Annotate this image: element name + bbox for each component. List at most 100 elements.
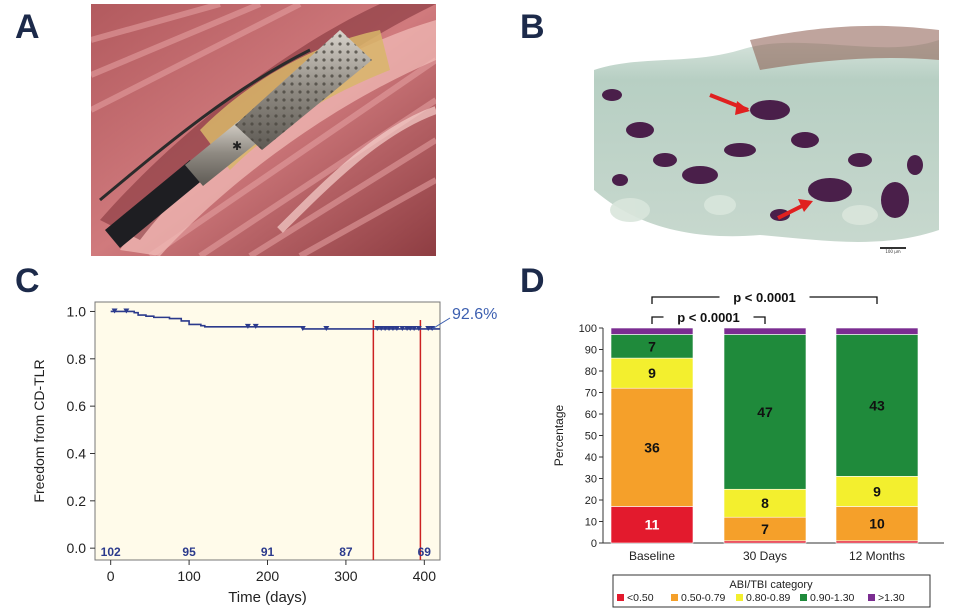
scale-bar-label: 100 µm <box>885 249 900 254</box>
bar-segment <box>610 506 694 544</box>
bar-y-tick-label: 70 <box>585 388 597 400</box>
bar-y-tick-label: 60 <box>585 409 597 421</box>
legend-swatch <box>736 594 743 601</box>
km-x-tick-label: 300 <box>334 568 358 584</box>
bar-category-label: 30 Days <box>743 549 787 563</box>
km-censor-mark <box>111 308 118 314</box>
bar-y-tick-label: 80 <box>585 366 597 378</box>
bar-data-label: 43 <box>869 397 885 413</box>
comparison-bracket <box>753 316 766 324</box>
bar-y-tick-label: 30 <box>585 474 597 486</box>
panel-a-photo: ✱ <box>91 4 436 256</box>
comparison-p-value: p < 0.0001 <box>733 290 796 305</box>
comparison-p-value: p < 0.0001 <box>677 310 740 325</box>
bar-segment <box>723 327 807 335</box>
legend-swatch <box>617 594 624 601</box>
km-y-tick-label: 0.8 <box>67 351 87 367</box>
km-censor-mark <box>393 325 400 331</box>
km-censor-mark <box>407 325 414 331</box>
legend-swatch <box>800 594 807 601</box>
legend-item-label: 0.80-0.89 <box>746 592 791 604</box>
bar-category-label: Baseline <box>629 549 675 563</box>
bar-data-label: 10 <box>869 516 885 532</box>
comparison-bracket <box>651 296 720 304</box>
bar-segment <box>610 357 694 389</box>
km-censor-mark <box>425 325 432 331</box>
bar-y-tick-label: 40 <box>585 452 597 464</box>
arrow-pointer <box>709 93 813 220</box>
km-at-risk-count: 102 <box>101 545 121 559</box>
km-censor-mark <box>374 325 381 331</box>
bar-y-axis-label: Percentage <box>552 404 566 466</box>
bar-segment <box>723 540 807 544</box>
bar-data-label: 8 <box>761 495 769 511</box>
km-x-tick-label: 400 <box>413 568 437 584</box>
bar-segment <box>610 327 694 335</box>
bar-y-tick-label: 0 <box>591 538 597 550</box>
legend-item-label: <0.50 <box>627 592 654 604</box>
km-censor-mark <box>415 325 422 331</box>
panel-b-histology: 100 µm <box>594 4 939 256</box>
bar-data-label: 7 <box>761 521 769 537</box>
km-censor-mark <box>382 325 389 331</box>
bar-category-label: 12 Months <box>849 549 905 563</box>
bar-segment <box>835 506 919 542</box>
abi-stacked-bar-chart: 0 10 20 30 40 50 60 70 80 90 100 Baseline 30 Days 12 … <box>552 290 944 608</box>
km-y-tick-label: 0.6 <box>67 398 87 414</box>
km-censor-mark <box>386 325 393 331</box>
km-censor-mark <box>123 308 130 314</box>
km-censor-mark <box>299 325 306 331</box>
km-survival-annotation: 92.6% <box>452 306 497 323</box>
bar-data-label: 9 <box>648 365 656 381</box>
km-y-tick-label: 1.0 <box>67 303 87 319</box>
bar-segment <box>835 334 919 477</box>
legend-item-label: 0.50-0.79 <box>681 592 726 604</box>
km-y-tick-label: 0.4 <box>67 445 87 461</box>
legend: ABI/TBI category <0.50 0.50-0.79 0.80-0.89… <box>612 574 931 608</box>
panel-label-c: C <box>15 262 40 300</box>
bar-data-label: 9 <box>873 483 881 499</box>
calcium-deposits <box>602 89 923 221</box>
legend-swatch <box>868 594 875 601</box>
bar-segment <box>723 488 807 518</box>
km-x-axis-label: Time (days) <box>228 589 307 606</box>
panel-label-d: D <box>520 262 545 300</box>
km-censor-mark <box>378 325 385 331</box>
legend-title: ABI/TBI category <box>729 579 813 591</box>
bar-data-label: 11 <box>645 517 660 533</box>
km-censor-mark <box>323 325 330 331</box>
km-y-tick-label: 0.2 <box>67 493 87 509</box>
km-x-tick-label: 100 <box>177 568 201 584</box>
bar-y-tick-label: 100 <box>579 323 597 335</box>
bar-data-label: 47 <box>757 404 773 420</box>
km-censor-mark <box>399 325 406 331</box>
km-plot-area <box>94 301 441 561</box>
comparison-bracket <box>651 316 664 324</box>
bar-y-tick-label: 90 <box>585 345 597 357</box>
legend-swatch <box>671 594 678 601</box>
bar-segment <box>835 327 919 335</box>
km-at-risk-count: 69 <box>418 545 432 559</box>
svg-text:✱: ✱ <box>232 139 242 153</box>
legend-item-label: >1.30 <box>878 592 905 604</box>
km-at-risk-count: 87 <box>339 545 353 559</box>
km-x-tick-label: 200 <box>256 568 280 584</box>
comparison-bracket <box>809 296 878 304</box>
km-censor-mark <box>244 323 251 329</box>
km-at-risk-count: 91 <box>261 545 275 559</box>
bar-y-tick-label: 10 <box>585 517 597 529</box>
panel-label-b: B <box>520 8 545 46</box>
km-x-tick-label: 0 <box>107 568 115 584</box>
bar-segment <box>835 540 919 544</box>
bar-y-tick-label: 50 <box>585 431 597 443</box>
km-censor-mark <box>389 325 396 331</box>
km-chart: 0.0 0.2 0.4 0.6 0.8 1.0 0 100 200 300 400 102 95 91 8… <box>31 301 497 606</box>
km-censor-mark <box>252 323 259 329</box>
km-y-axis-label: Freedom from CD-TLR <box>31 359 47 502</box>
km-annotation-leader <box>431 317 451 330</box>
legend-item-label: 0.90-1.30 <box>810 592 855 604</box>
km-survival-curve <box>110 310 440 330</box>
km-censor-mark <box>411 325 418 331</box>
bar-y-tick-label: 20 <box>585 495 597 507</box>
